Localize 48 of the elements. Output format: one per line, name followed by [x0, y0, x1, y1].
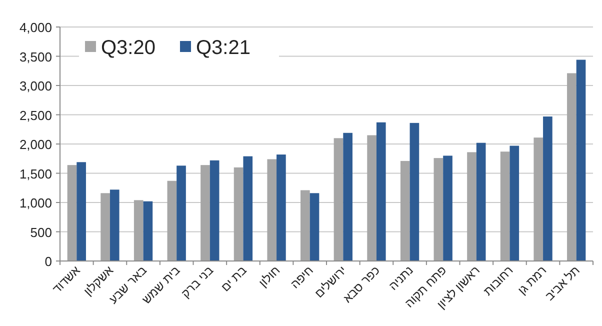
bar — [376, 122, 386, 261]
y-tick-label: 2,500 — [19, 108, 52, 123]
y-tick-label: 500 — [30, 224, 52, 240]
bar — [276, 154, 286, 261]
y-tick-label: 1,000 — [19, 196, 52, 210]
bar — [243, 156, 253, 261]
bar — [434, 158, 444, 261]
x-tick-label: בני ברק — [178, 263, 216, 301]
bar — [310, 193, 320, 261]
bar — [576, 60, 586, 261]
bar — [343, 132, 352, 261]
bar — [510, 146, 520, 261]
bar — [143, 201, 153, 261]
bar — [176, 166, 186, 261]
bar — [200, 165, 210, 261]
bar — [134, 200, 144, 261]
y-tick-label: 3,500 — [19, 49, 52, 64]
bar — [234, 167, 244, 261]
bar — [267, 159, 277, 261]
bar — [334, 138, 344, 261]
bar — [534, 138, 544, 261]
x-tick-label: חיפה — [288, 263, 316, 292]
bar — [543, 116, 552, 261]
x-tick-label: בת ים — [218, 263, 250, 294]
bar — [210, 160, 220, 261]
bar — [500, 152, 510, 261]
bar — [300, 190, 310, 261]
bar — [400, 160, 410, 261]
bar — [110, 190, 120, 261]
x-tick-label: רחובות — [480, 263, 516, 298]
bar — [100, 193, 110, 261]
y-tick-label: 2,000 — [19, 137, 52, 152]
y-tick-label: 3,000 — [19, 78, 52, 94]
bar — [410, 122, 420, 261]
bar — [167, 180, 177, 261]
bar — [567, 73, 576, 261]
y-tick-label: 4,000 — [19, 20, 52, 35]
bar — [467, 152, 476, 261]
bar — [443, 156, 452, 261]
bar — [67, 165, 77, 261]
bar — [76, 162, 86, 261]
y-tick-label: 1,500 — [19, 166, 52, 182]
bar — [367, 135, 376, 261]
bar — [476, 142, 486, 261]
legend-label: Q3:20 — [101, 37, 156, 59]
x-tick-label: חולון — [256, 263, 283, 290]
legend-label: Q3:21 — [196, 37, 250, 59]
y-tick-label: 0 — [44, 254, 52, 269]
